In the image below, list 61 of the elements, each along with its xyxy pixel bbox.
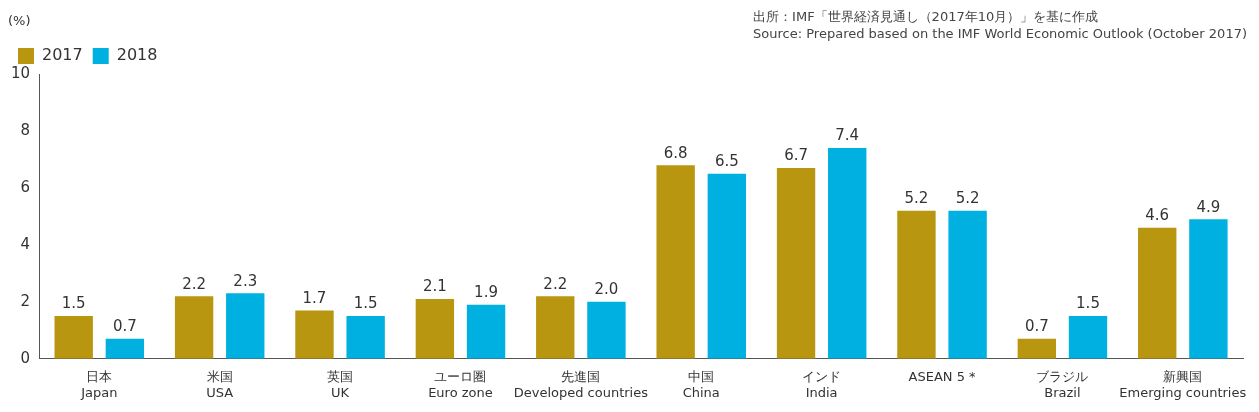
x-tick-label: 先進国 Developed countries [513,368,649,400]
y-axis-title: (%) [8,12,31,28]
x-tick-label: インド India [802,368,842,400]
bar [587,301,626,359]
bar [105,338,145,359]
source-note: Source: Prepared based on the IMF World Economic Outlook (October 2017) [753,25,1247,42]
bar [1068,316,1108,359]
data-label: 0.7 [112,317,137,336]
data-label: 7.4 [835,126,860,145]
data-label: 2.1 [422,277,447,296]
data-label: 2.0 [594,280,619,299]
y-tick-label: 6 [20,177,31,196]
data-label: 4.9 [1196,197,1221,216]
bar [536,296,575,359]
data-label: 1.9 [474,283,498,302]
data-label: 1.7 [302,288,327,307]
bar [897,210,936,359]
data-label: 1.5 [1076,294,1100,313]
data-label: 1.5 [353,294,378,313]
data-label: 6.5 [714,152,739,171]
y-tick-label: 10 [10,63,31,82]
y-tick-label: 8 [20,120,31,139]
x-tick-label: 英国 UK [327,368,354,400]
data-label: 2.3 [233,271,258,290]
y-tick-label: 0 [20,348,31,367]
bar [415,298,455,359]
x-tick-label: 日本 Japan [80,368,118,400]
data-label: 5.2 [955,189,980,208]
x-tick-label: ブラジル Brazil [1036,368,1089,400]
x-tick-label: 中国 China [682,368,720,400]
bar [828,148,867,359]
data-label: 2.2 [182,274,207,293]
data-label: 2.2 [543,274,568,293]
bar [346,316,385,359]
x-tick-label: ユーロ圏 Euro zone [428,368,493,400]
bar [295,310,334,359]
legend-label: 2018 [116,45,158,65]
text: 出所：IMF「世界経済見通し（2017年10月）」を基に作成 [753,8,1100,25]
bar [656,165,695,359]
bar [776,167,816,359]
data-label: 5.2 [904,189,929,208]
data-label: 1.5 [61,294,86,313]
bar [1017,338,1057,359]
bar [54,316,93,359]
legend-label: 2017 [42,45,83,65]
bar [707,173,747,359]
bar [1189,219,1228,359]
bar [226,293,265,359]
data-label: 4.6 [1145,206,1170,225]
y-tick-label: 2 [20,291,31,310]
data-label: 0.7 [1024,317,1049,336]
bar [1138,227,1177,359]
x-tick-label: 米国 USA [206,368,234,400]
y-tick-label: 4 [20,234,31,253]
data-label: 6.8 [663,143,688,162]
x-tick-label: 新興国 Emerging countries [1119,368,1247,400]
x-tick-label: ASEAN 5 * [908,368,977,384]
data-label: 6.7 [784,146,808,165]
bar [174,296,214,359]
bar [948,210,987,359]
bar [466,304,506,359]
